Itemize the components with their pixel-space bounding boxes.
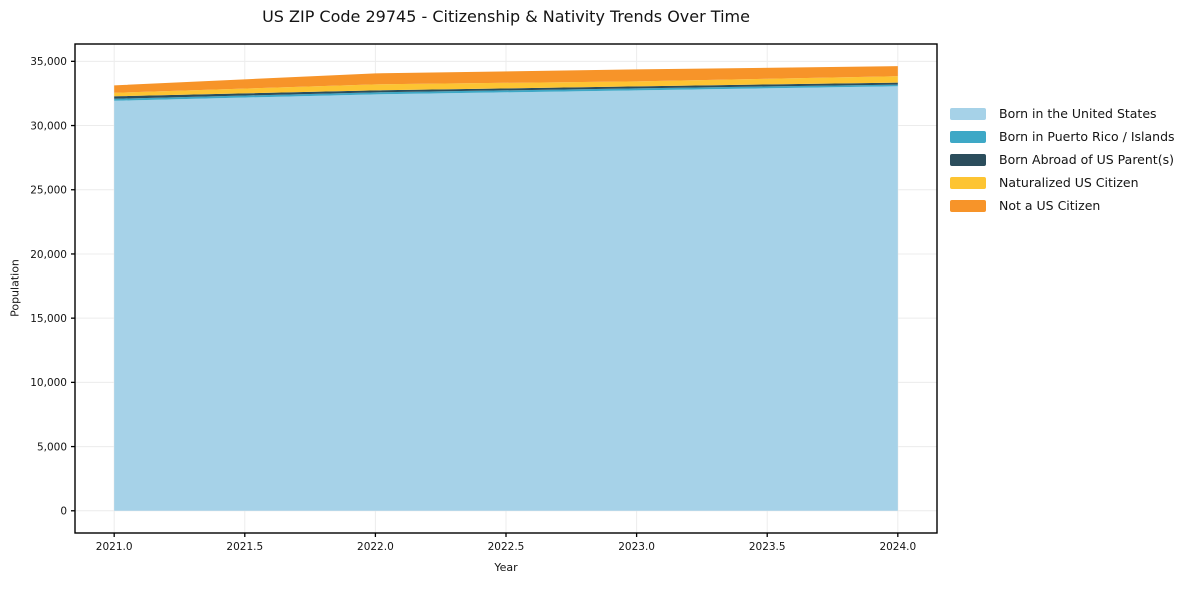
legend-item: Born Abroad of US Parent(s) — [950, 148, 1175, 171]
legend-item: Born in the United States — [950, 102, 1175, 125]
legend-item: Not a US Citizen — [950, 194, 1175, 217]
legend: Born in the United States Born in Puerto … — [950, 102, 1175, 217]
legend-swatch-icon — [950, 199, 986, 212]
y-tick-label: 30,000 — [30, 120, 67, 132]
legend-item: Naturalized US Citizen — [950, 171, 1175, 194]
legend-label: Born Abroad of US Parent(s) — [999, 152, 1174, 167]
x-tick-label: 2023.5 — [749, 541, 786, 553]
legend-label: Naturalized US Citizen — [999, 175, 1139, 190]
x-tick-label: 2024.0 — [879, 541, 916, 553]
x-tick-label: 2022.0 — [357, 541, 394, 553]
y-tick-label: 25,000 — [30, 185, 67, 197]
legend-swatch-icon — [950, 130, 986, 143]
x-tick-label: 2021.0 — [96, 541, 133, 553]
y-tick-label: 15,000 — [30, 313, 67, 325]
legend-item: Born in Puerto Rico / Islands — [950, 125, 1175, 148]
legend-swatch-icon — [950, 176, 986, 189]
y-tick-label: 5,000 — [37, 441, 67, 453]
legend-swatch-icon — [950, 153, 986, 166]
y-tick-label: 0 — [60, 506, 67, 518]
legend-label: Born in the United States — [999, 106, 1157, 121]
area-series — [114, 84, 898, 101]
x-tick-label: 2021.5 — [226, 541, 263, 553]
legend-label: Born in Puerto Rico / Islands — [999, 129, 1175, 144]
area-series — [114, 66, 898, 93]
y-axis-label: Population — [8, 259, 22, 317]
x-tick-label: 2022.5 — [488, 541, 525, 553]
y-tick-label: 20,000 — [30, 249, 67, 261]
y-tick-label: 35,000 — [30, 56, 67, 68]
area-series — [114, 86, 898, 511]
chart-title: US ZIP Code 29745 - Citizenship & Nativi… — [262, 7, 750, 26]
x-tick-label: 2023.0 — [618, 541, 655, 553]
legend-label: Not a US Citizen — [999, 198, 1101, 213]
legend-swatch-icon — [950, 107, 986, 120]
x-axis-label: Year — [494, 561, 518, 574]
y-tick-label: 10,000 — [30, 377, 67, 389]
area-series — [114, 76, 898, 97]
area-series — [114, 82, 898, 99]
